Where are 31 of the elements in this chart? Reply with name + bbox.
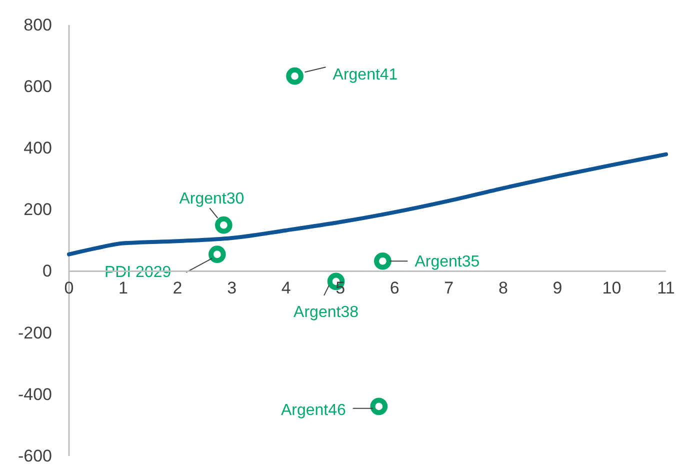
y-tick-label: -600	[18, 446, 52, 466]
annotation: Argent35	[414, 254, 480, 271]
x-tick-label: 0	[64, 278, 74, 298]
x-tick-label: 8	[498, 278, 508, 298]
annotation: Argent41	[332, 66, 398, 84]
y-tick-label: 600	[24, 77, 52, 96]
y-tick-label: -200	[18, 323, 52, 342]
point	[370, 398, 388, 416]
x-tick-label: 3	[227, 278, 237, 298]
y-tick-label: 200	[24, 200, 52, 220]
y-tick-label: 800	[24, 15, 52, 34]
x-tick-label: 9	[552, 278, 562, 298]
line-series	[67, 152, 668, 256]
x-tick-label: 10	[602, 278, 622, 298]
y-tick-label: -400	[18, 384, 52, 404]
annotation: Argent46	[280, 402, 346, 420]
point	[374, 252, 392, 270]
y-tick-label: 400	[24, 138, 52, 158]
point	[208, 246, 226, 264]
x-tick-label: 7	[444, 278, 454, 298]
y-tick-label: 0	[42, 262, 52, 281]
x-tick-label: 5	[336, 278, 346, 298]
point	[214, 216, 232, 234]
x-tick-label: 11	[657, 278, 675, 298]
annotation: Argent30	[179, 190, 244, 208]
x-tick-label: 1	[118, 278, 128, 298]
x-tick-label: 6	[390, 278, 400, 298]
x-tick-label: 2	[172, 278, 182, 298]
annotation: Argent38	[294, 304, 359, 322]
x-tick-label: 4	[281, 278, 291, 298]
point	[286, 67, 304, 85]
